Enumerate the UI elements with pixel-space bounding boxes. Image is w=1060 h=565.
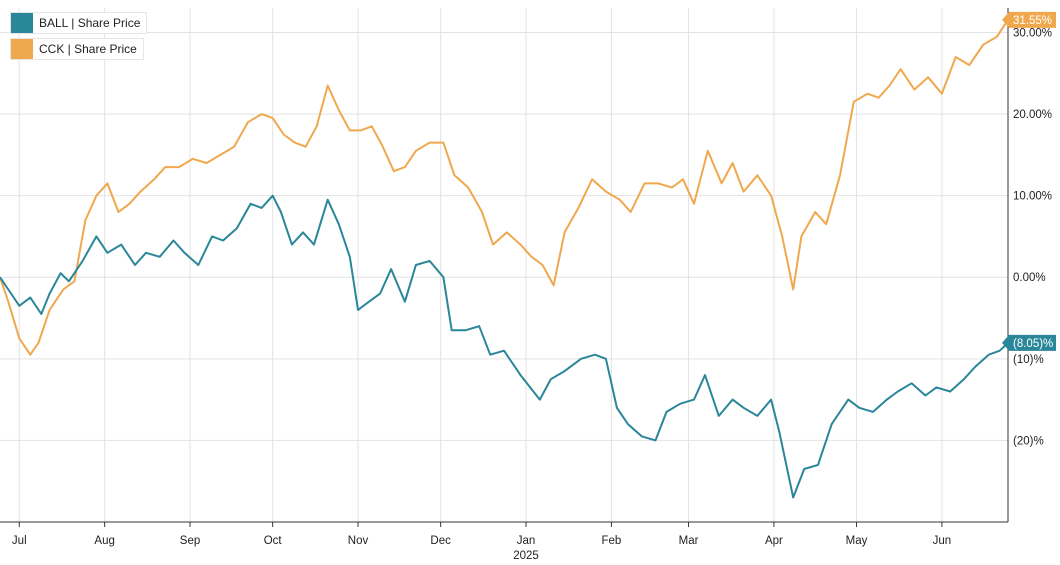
badge-cck-text: 31.55% (1013, 15, 1052, 27)
series-line-cck (0, 19, 1009, 356)
x-tick-label: Sep (180, 535, 200, 547)
chart-end-badges: 31.55% (8.05)% (1002, 11, 1056, 351)
x-tick-label: Mar (679, 535, 699, 547)
x-tick-label: Oct (264, 535, 283, 547)
legend-item-ball[interactable]: BALL | Share Price (10, 12, 148, 34)
y-tick-label: 30.00% (1013, 27, 1052, 39)
chart-axes: 30.00% 20.00% 10.00% 0.00% (10)% (20)% Jul Aug S… (0, 8, 1052, 562)
x-tick-label: Nov (348, 535, 369, 547)
chart-legend: BALL | Share Price CCK | Share Price (10, 12, 148, 64)
x-tick-label: Jul (12, 535, 27, 547)
x-tick-label: Feb (601, 535, 621, 547)
legend-label-ball: BALL | Share Price (39, 16, 141, 30)
x-tick-label: Aug (94, 535, 114, 547)
x-tick-label: Jun (933, 535, 952, 547)
chart-series (0, 19, 1009, 499)
y-tick-label: 20.00% (1013, 109, 1052, 121)
x-tick-label: May (846, 535, 868, 547)
legend-swatch-ball (11, 13, 33, 33)
x-year-label: 2025 (513, 550, 539, 562)
x-tick-label: Apr (765, 535, 783, 547)
badge-cck (1002, 11, 1056, 28)
x-tick-label: Jan (517, 535, 536, 547)
legend-item-cck[interactable]: CCK | Share Price (10, 38, 144, 60)
x-tick-label: Dec (430, 535, 451, 547)
series-line-ball (0, 194, 1009, 499)
legend-label-cck: CCK | Share Price (39, 42, 137, 56)
y-tick-label: 0.00% (1013, 272, 1046, 284)
badge-ball (1002, 334, 1056, 351)
y-tick-label: 10.00% (1013, 191, 1052, 203)
legend-swatch-cck (11, 39, 33, 59)
badge-ball-text: (8.05)% (1013, 338, 1053, 350)
y-tick-label: (20)% (1013, 435, 1044, 447)
y-tick-label: (10)% (1013, 354, 1044, 366)
chart-grid (0, 8, 1008, 522)
